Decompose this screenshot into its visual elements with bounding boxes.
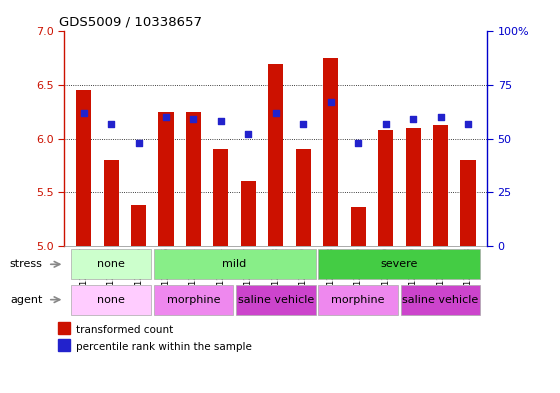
Bar: [153, 249, 316, 279]
Text: morphine: morphine: [332, 295, 385, 305]
Bar: [71, 285, 151, 315]
Text: saline vehicle: saline vehicle: [237, 295, 314, 305]
Bar: [158, 112, 174, 246]
Bar: [213, 149, 228, 246]
Point: [271, 110, 280, 116]
Bar: [104, 160, 119, 246]
Point: [134, 140, 143, 146]
Bar: [318, 249, 480, 279]
Bar: [186, 112, 201, 246]
Text: none: none: [97, 259, 125, 269]
Text: GDS5009 / 10338657: GDS5009 / 10338657: [59, 16, 202, 29]
Point: [409, 116, 418, 122]
Bar: [153, 285, 234, 315]
Point: [381, 120, 390, 127]
Bar: [236, 285, 316, 315]
Text: transformed count: transformed count: [76, 325, 174, 335]
Bar: [401, 285, 480, 315]
Bar: [58, 322, 69, 334]
Text: saline vehicle: saline vehicle: [403, 295, 479, 305]
Bar: [378, 130, 393, 246]
Point: [436, 114, 445, 120]
Bar: [433, 125, 448, 246]
Bar: [318, 285, 398, 315]
Text: stress: stress: [10, 259, 43, 269]
Point: [464, 120, 473, 127]
Bar: [71, 249, 151, 279]
Bar: [296, 149, 311, 246]
Text: mild: mild: [222, 259, 247, 269]
Bar: [241, 182, 256, 246]
Text: severe: severe: [381, 259, 418, 269]
Point: [161, 114, 170, 120]
Text: agent: agent: [10, 295, 43, 305]
Bar: [323, 58, 338, 246]
Point: [299, 120, 308, 127]
Bar: [351, 207, 366, 246]
Bar: [131, 205, 146, 246]
Point: [79, 110, 88, 116]
Bar: [460, 160, 475, 246]
Text: none: none: [97, 295, 125, 305]
Text: percentile rank within the sample: percentile rank within the sample: [76, 342, 252, 352]
Point: [354, 140, 363, 146]
Text: morphine: morphine: [167, 295, 220, 305]
Point: [189, 116, 198, 122]
Bar: [268, 64, 283, 246]
Bar: [405, 128, 421, 246]
Point: [106, 120, 115, 127]
Point: [244, 131, 253, 138]
Bar: [76, 90, 91, 246]
Point: [216, 118, 225, 125]
Point: [326, 99, 335, 105]
Bar: [58, 339, 69, 351]
